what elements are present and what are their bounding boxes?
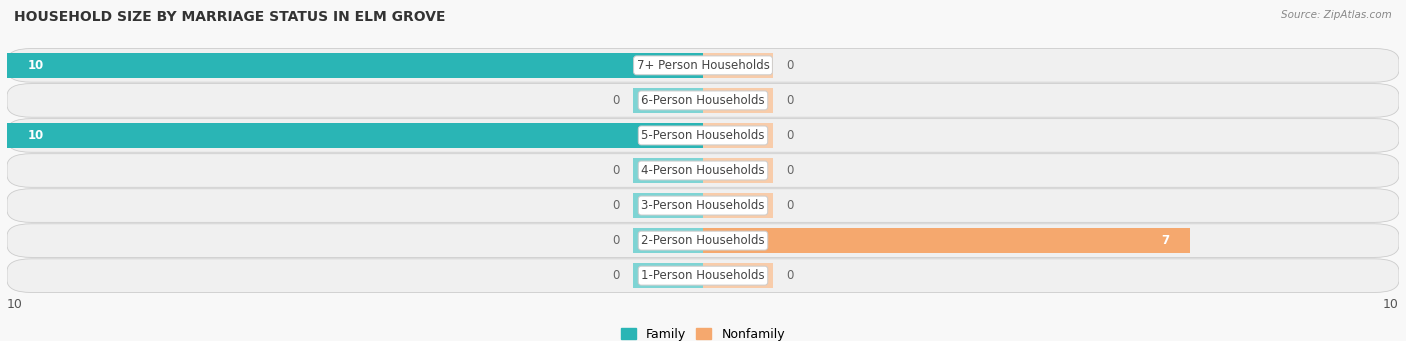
Text: 0: 0 <box>612 269 620 282</box>
Bar <box>703 123 773 148</box>
Text: 7+ Person Households: 7+ Person Households <box>637 59 769 72</box>
Bar <box>703 53 773 78</box>
Bar <box>703 88 773 113</box>
Text: 0: 0 <box>612 199 620 212</box>
Legend: Family, Nonfamily: Family, Nonfamily <box>616 323 790 341</box>
Text: 10: 10 <box>1384 298 1399 311</box>
Text: 3-Person Households: 3-Person Households <box>641 199 765 212</box>
Text: HOUSEHOLD SIZE BY MARRIAGE STATUS IN ELM GROVE: HOUSEHOLD SIZE BY MARRIAGE STATUS IN ELM… <box>14 10 446 24</box>
Text: 5-Person Households: 5-Person Households <box>641 129 765 142</box>
FancyBboxPatch shape <box>7 119 1399 152</box>
Bar <box>633 88 703 113</box>
Bar <box>633 158 703 183</box>
Text: 0: 0 <box>786 94 794 107</box>
Text: 0: 0 <box>612 234 620 247</box>
FancyBboxPatch shape <box>7 189 1399 222</box>
Text: 4-Person Households: 4-Person Households <box>641 164 765 177</box>
FancyBboxPatch shape <box>7 84 1399 117</box>
Bar <box>703 193 773 218</box>
Text: 0: 0 <box>786 164 794 177</box>
Text: 0: 0 <box>786 59 794 72</box>
Text: 0: 0 <box>612 94 620 107</box>
Bar <box>633 228 703 253</box>
FancyBboxPatch shape <box>7 154 1399 187</box>
Text: 1-Person Households: 1-Person Households <box>641 269 765 282</box>
Text: 0: 0 <box>612 164 620 177</box>
FancyBboxPatch shape <box>7 259 1399 293</box>
Text: 6-Person Households: 6-Person Households <box>641 94 765 107</box>
Text: 10: 10 <box>28 129 44 142</box>
Bar <box>633 263 703 288</box>
FancyBboxPatch shape <box>7 48 1399 82</box>
Bar <box>703 263 773 288</box>
Text: 7: 7 <box>1161 234 1170 247</box>
Text: 2-Person Households: 2-Person Households <box>641 234 765 247</box>
Text: 10: 10 <box>7 298 22 311</box>
Text: 0: 0 <box>786 269 794 282</box>
Bar <box>703 228 1191 253</box>
Bar <box>7 53 703 78</box>
Text: 0: 0 <box>786 129 794 142</box>
Bar <box>703 158 773 183</box>
Text: 0: 0 <box>786 199 794 212</box>
Text: 10: 10 <box>28 59 44 72</box>
Bar <box>7 123 703 148</box>
Text: Source: ZipAtlas.com: Source: ZipAtlas.com <box>1281 10 1392 20</box>
Bar <box>633 193 703 218</box>
FancyBboxPatch shape <box>7 224 1399 257</box>
